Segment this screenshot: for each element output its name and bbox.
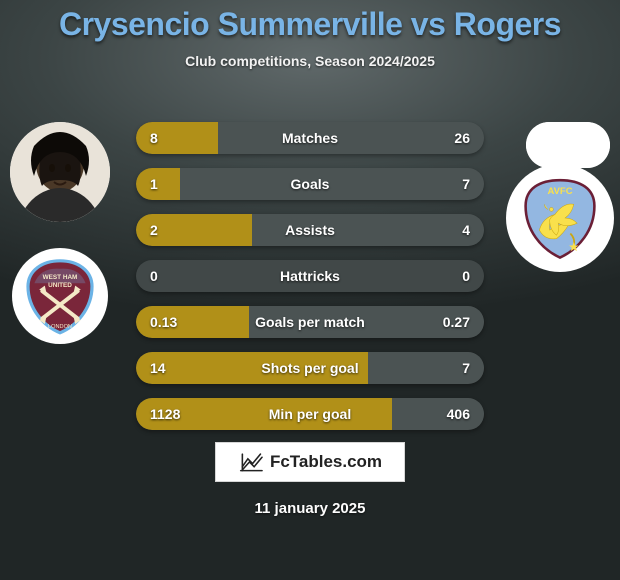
stat-row: Matches8 26: [136, 122, 484, 154]
stat-value-right: 7: [462, 360, 470, 376]
stat-row: Assists2 4: [136, 214, 484, 246]
stat-value-right: 7: [462, 176, 470, 192]
stat-label: Assists: [136, 222, 484, 238]
stat-row: Shots per goal14 7: [136, 352, 484, 384]
stat-row: Hattricks0 0: [136, 260, 484, 292]
stat-row: Goals1 7: [136, 168, 484, 200]
stat-label: Min per goal: [136, 406, 484, 422]
player-right-photo: [526, 122, 610, 168]
branding-badge: FcTables.com: [215, 442, 405, 482]
branding-icon: [238, 451, 264, 473]
svg-text:WEST HAM: WEST HAM: [43, 274, 78, 281]
stat-row: Min per goal1128 406: [136, 398, 484, 430]
player-left-photo: [10, 122, 110, 222]
stat-value-right: 4: [462, 222, 470, 238]
svg-text:AVFC: AVFC: [547, 186, 572, 197]
stat-value-right: 0.27: [443, 314, 470, 330]
svg-text:LONDON: LONDON: [48, 324, 72, 330]
stat-label: Matches: [136, 130, 484, 146]
comparison-date: 11 january 2025: [0, 500, 620, 517]
stat-label: Hattricks: [136, 268, 484, 284]
stat-value-left: 8: [150, 130, 158, 146]
comparison-title: Crysencio Summerville vs Rogers: [0, 0, 620, 43]
stat-value-left: 0.13: [150, 314, 177, 330]
stat-value-left: 2: [150, 222, 158, 238]
player-left-crest: WEST HAM UNITED LONDON: [12, 248, 108, 344]
stat-value-left: 1: [150, 176, 158, 192]
stat-label: Goals: [136, 176, 484, 192]
stat-value-left: 1128: [150, 406, 180, 422]
stat-label: Shots per goal: [136, 360, 484, 376]
stat-label: Goals per match: [136, 314, 484, 330]
branding-text: FcTables.com: [270, 452, 382, 472]
svg-text:UNITED: UNITED: [48, 282, 72, 289]
stat-value-left: 14: [150, 360, 166, 376]
stat-value-right: 406: [447, 406, 470, 422]
stat-value-left: 0: [150, 268, 158, 284]
stat-row: Goals per match0.13 0.27: [136, 306, 484, 338]
stat-value-right: 0: [462, 268, 470, 284]
stat-value-right: 26: [454, 130, 470, 146]
player-right-crest: AVFC: [506, 164, 614, 272]
stats-list: Matches8 26 Goals1 7 Assists2 4 Hattricks0 0 Goa…: [136, 122, 484, 430]
comparison-subtitle: Club competitions, Season 2024/2025: [0, 53, 620, 69]
